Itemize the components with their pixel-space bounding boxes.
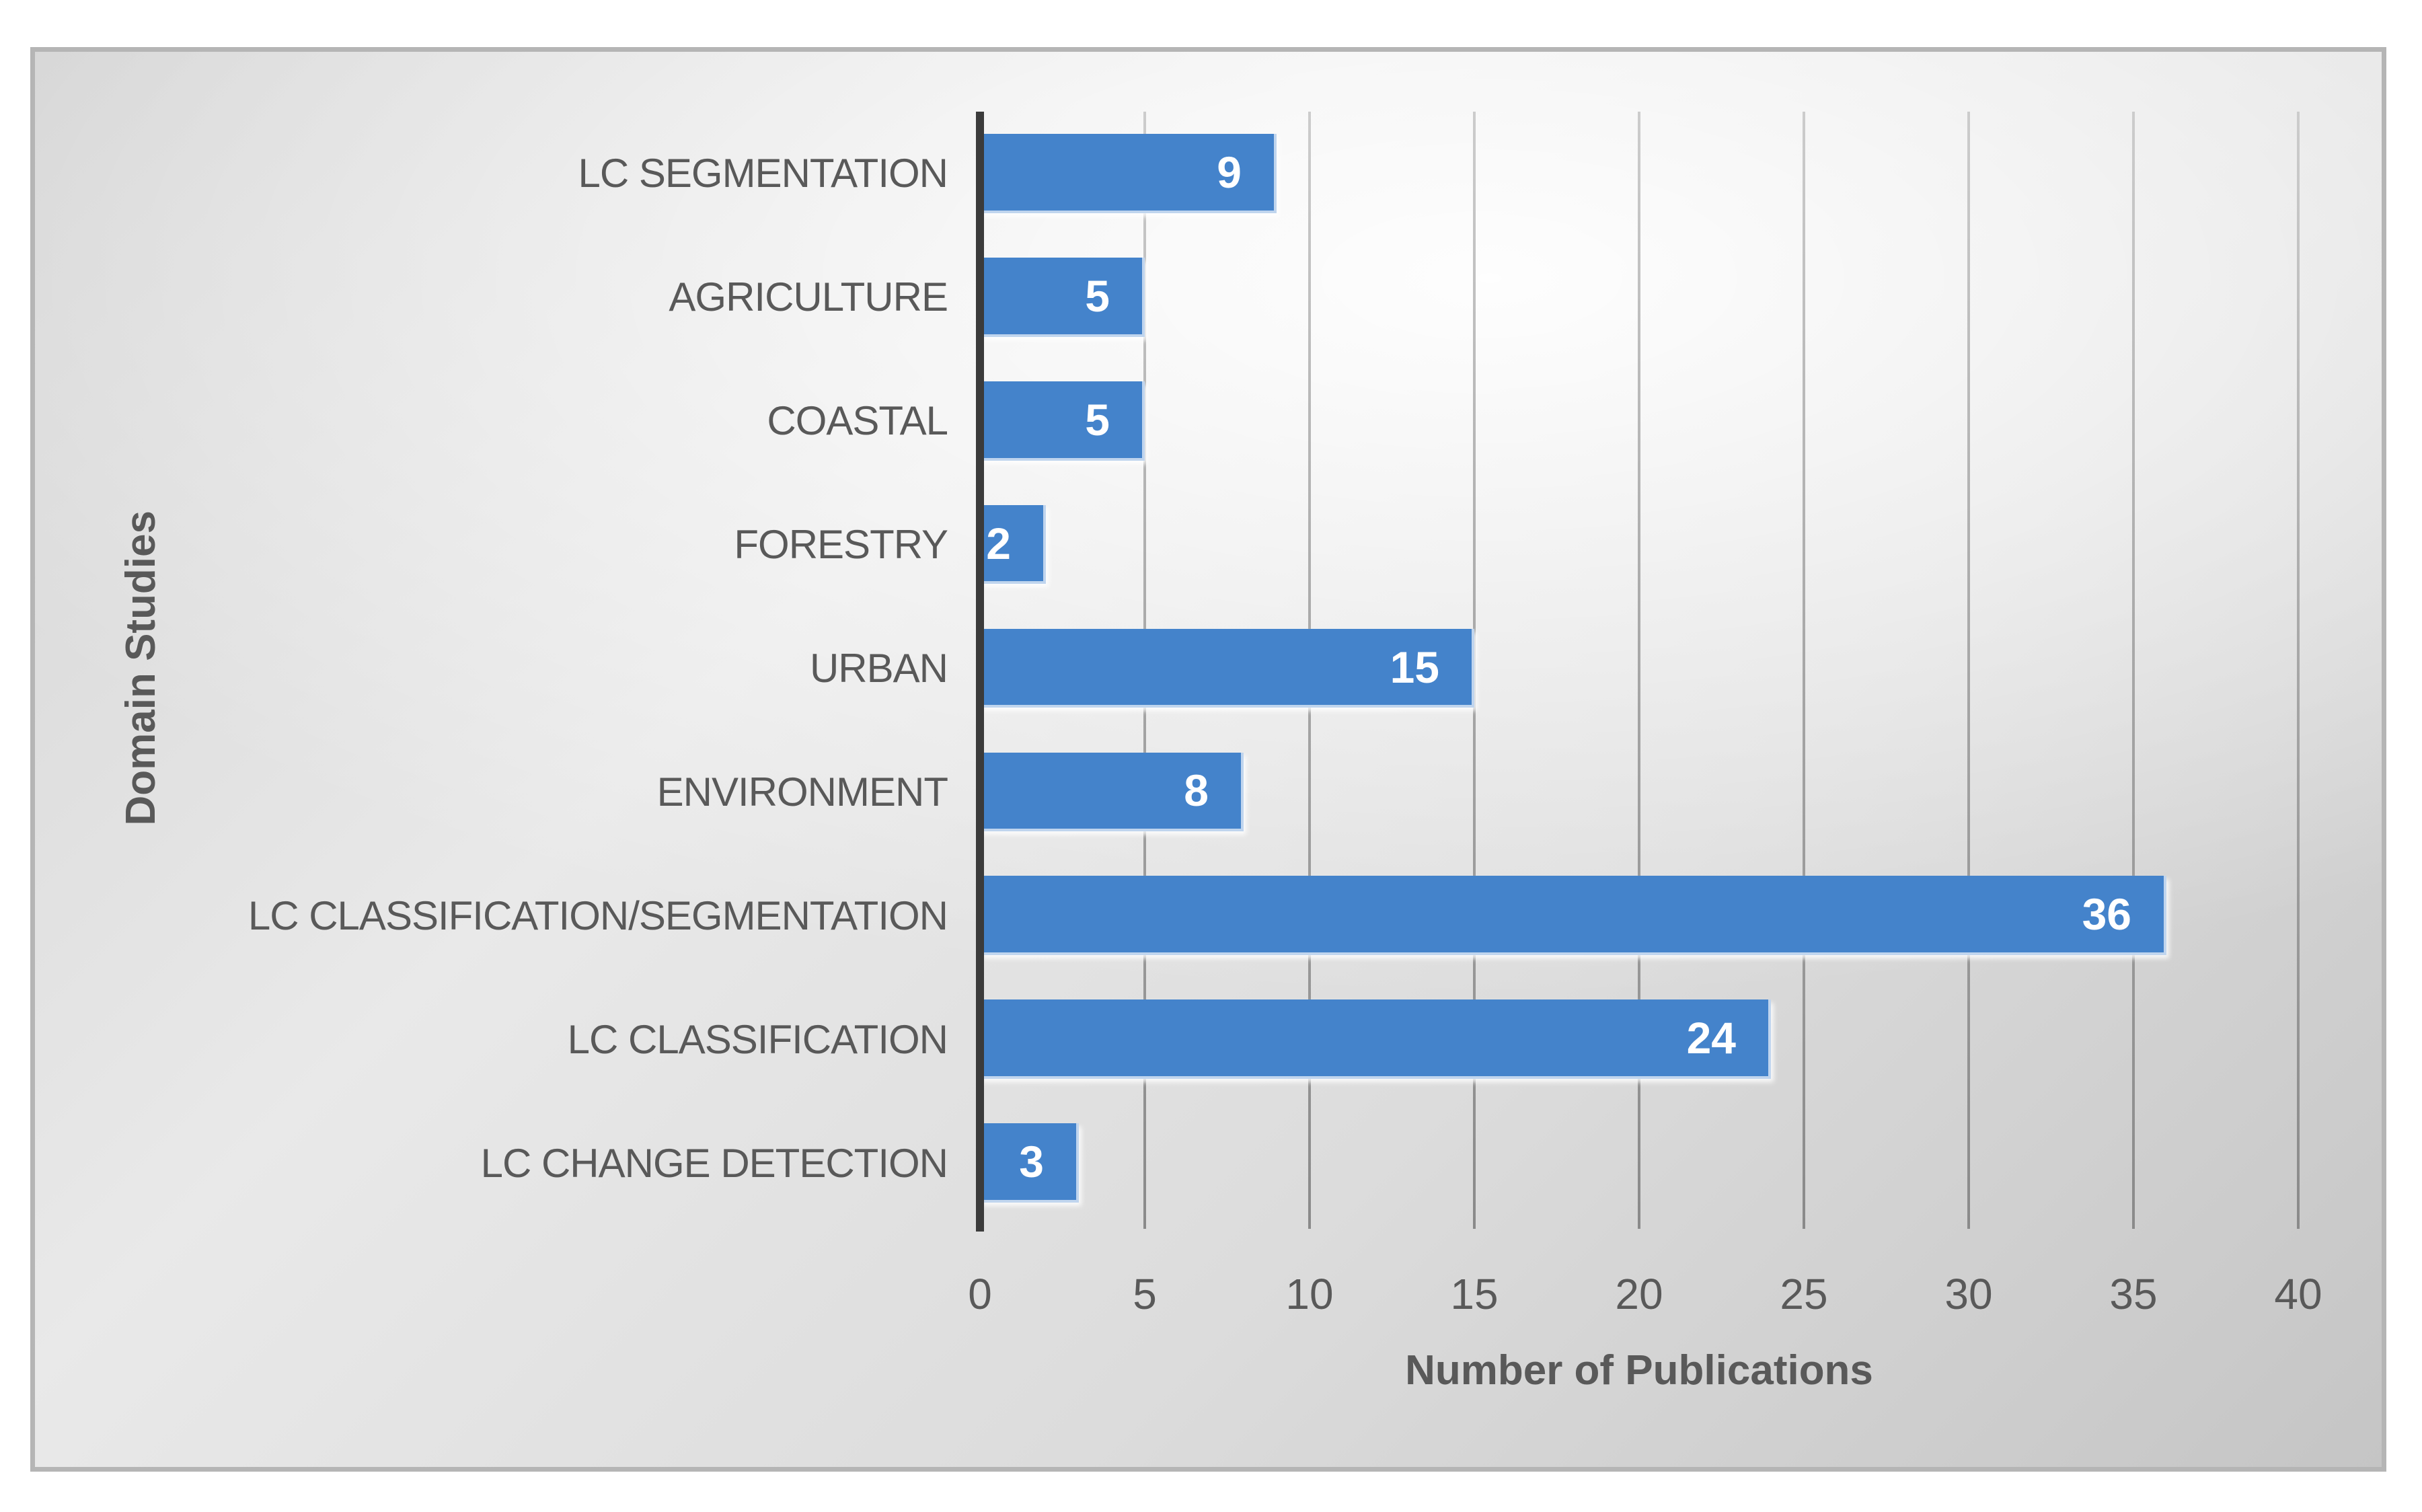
category-label: LC CHANGE DETECTION — [480, 1140, 948, 1186]
chart-frame: Domain Studies LC SEGMENTATION AGRICULTUR… — [30, 47, 2386, 1472]
gridline-40 — [2297, 112, 2300, 1229]
category-label-row: ENVIRONMENT — [183, 730, 980, 854]
y-axis-title-box: Domain Studies — [110, 112, 171, 1225]
category-label-row: LC CHANGE DETECTION — [183, 1101, 980, 1225]
bar-row: 8 — [980, 730, 2298, 854]
x-axis-title: Number of Publications — [1405, 1347, 1873, 1394]
category-label: LC SEGMENTATION — [578, 151, 948, 196]
bar-row: 36 — [980, 854, 2298, 977]
gridline-15 — [1473, 112, 1476, 1229]
bar-value-label: 15 — [1390, 642, 1439, 692]
x-tick-label-10: 10 — [1285, 1270, 1334, 1318]
bar-lc-segmentation: 9 — [980, 134, 1277, 213]
x-tick-label-15: 15 — [1450, 1270, 1499, 1318]
x-tick-label-0: 0 — [968, 1270, 992, 1318]
category-label: URBAN — [809, 646, 948, 691]
bar-value-label: 36 — [2082, 889, 2131, 940]
bar-row: 24 — [980, 977, 2298, 1101]
category-label-row: COASTAL — [183, 359, 980, 483]
x-tick-label-5: 5 — [1133, 1270, 1157, 1318]
bar-series: 9 5 5 2 15 8 36 24 3 — [980, 112, 2298, 1225]
y-axis-title: Domain Studies — [117, 511, 164, 826]
category-label: LC CLASSIFICATION — [567, 1016, 948, 1062]
bar-row: 5 — [980, 235, 2298, 359]
bar-lc-classification-segmentation: 36 — [980, 876, 2166, 956]
gridline-25 — [1803, 112, 1805, 1229]
bar-value-label: 24 — [1686, 1013, 1736, 1063]
category-label: AGRICULTURE — [669, 274, 948, 320]
bar-row: 5 — [980, 359, 2298, 483]
x-tick-label-35: 35 — [2109, 1270, 2158, 1318]
bar-coastal: 5 — [980, 381, 1145, 461]
gridline-20 — [1638, 112, 1640, 1229]
x-tick-label-40: 40 — [2274, 1270, 2322, 1318]
category-label-row: AGRICULTURE — [183, 235, 980, 359]
category-label: LC CLASSIFICATION/SEGMENTATION — [248, 893, 948, 938]
x-tick-label-25: 25 — [1780, 1270, 1828, 1318]
bar-row: 2 — [980, 483, 2298, 607]
bar-value-label: 2 — [986, 518, 1011, 568]
bar-urban: 15 — [980, 628, 1474, 708]
category-label-row: FORESTRY — [183, 483, 980, 607]
bar-lc-change-detection: 3 — [980, 1123, 1079, 1203]
category-label-row: URBAN — [183, 607, 980, 730]
bar-forestry: 2 — [980, 504, 1046, 584]
bar-row: 9 — [980, 112, 2298, 235]
value-axis-line — [976, 112, 984, 1232]
bar-value-label: 5 — [1085, 394, 1110, 445]
category-label-row: LC SEGMENTATION — [183, 112, 980, 235]
category-label: ENVIRONMENT — [656, 769, 948, 815]
bar-lc-classification: 24 — [980, 999, 1771, 1080]
bar-agriculture: 5 — [980, 257, 1145, 337]
x-tick-label-20: 20 — [1615, 1270, 1663, 1318]
bar-row: 3 — [980, 1101, 2298, 1225]
category-label: COASTAL — [767, 398, 948, 444]
category-label: FORESTRY — [734, 522, 948, 568]
bar-row: 15 — [980, 607, 2298, 730]
bar-environment: 8 — [980, 752, 1244, 832]
bar-value-label: 9 — [1217, 147, 1242, 197]
x-tick-label-30: 30 — [1944, 1270, 1993, 1318]
x-axis-tick-labels: 0 5 10 15 20 25 30 35 40 — [968, 1256, 2322, 1323]
gridline-30 — [1967, 112, 1970, 1229]
bar-value-label: 8 — [1184, 765, 1209, 816]
bar-value-label: 5 — [1085, 270, 1110, 321]
gridline-35 — [2132, 112, 2135, 1229]
bar-value-label: 3 — [1019, 1137, 1044, 1187]
category-label-row: LC CLASSIFICATION/SEGMENTATION — [183, 854, 980, 977]
plot-area: 9 5 5 2 15 8 36 24 3 — [976, 112, 2300, 1232]
category-axis-labels: LC SEGMENTATION AGRICULTURE COASTAL FORESTR… — [183, 112, 980, 1225]
category-label-row: LC CLASSIFICATION — [183, 977, 980, 1101]
